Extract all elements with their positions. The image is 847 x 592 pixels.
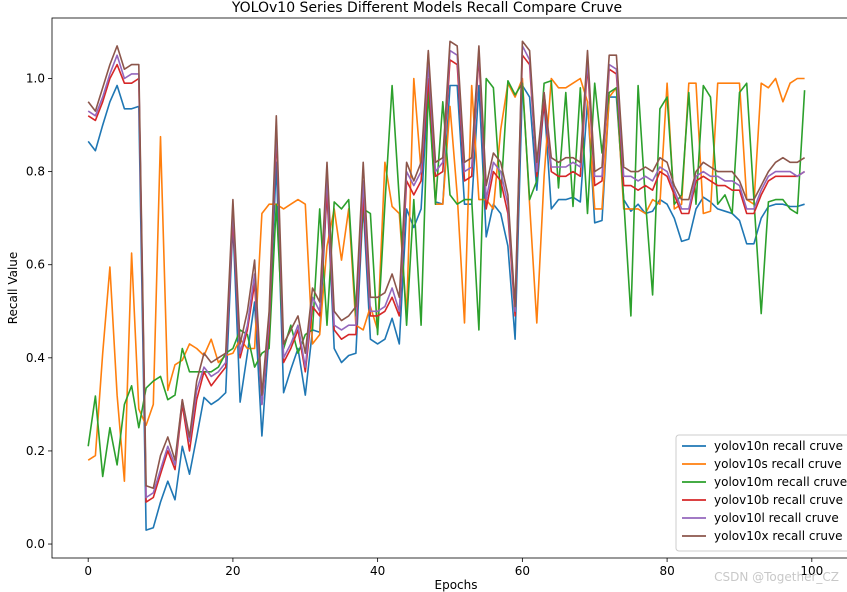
watermark: CSDN @Together_CZ bbox=[714, 570, 839, 584]
y-axis-label: Recall Value bbox=[6, 252, 20, 325]
y-tick-label: 0.0 bbox=[26, 537, 45, 551]
legend-box bbox=[675, 434, 847, 552]
y-tick-label: 0.4 bbox=[26, 351, 45, 365]
y-tick-label: 0.2 bbox=[26, 444, 45, 458]
legend-label-2: yolov10s recall cruve bbox=[714, 457, 842, 471]
x-tick-label: 0 bbox=[84, 564, 92, 578]
x-tick-label: 100 bbox=[800, 564, 823, 578]
legend-label-5: yolov10l recall cruve bbox=[714, 511, 839, 525]
x-tick-label: 80 bbox=[659, 564, 674, 578]
x-tick-label: 20 bbox=[225, 564, 240, 578]
x-tick-label: 60 bbox=[515, 564, 530, 578]
y-tick-label: 0.8 bbox=[26, 165, 45, 179]
legend-label-3: yolov10m recall cruve bbox=[714, 475, 847, 489]
chart-title: YOLOv10 Series Different Models Recall C… bbox=[231, 0, 622, 16]
axes-frame bbox=[51, 17, 847, 559]
legend-label-4: yolov10b recall cruve bbox=[714, 493, 843, 507]
x-axis-label: Epochs bbox=[435, 578, 478, 592]
y-tick-label: 0.6 bbox=[26, 258, 45, 272]
series-line-3 bbox=[87, 77, 806, 478]
legend-label-6: yolov10x recall cruve bbox=[714, 529, 843, 543]
series-line-6 bbox=[87, 40, 806, 490]
x-tick-label: 40 bbox=[370, 564, 385, 578]
legend-label-1: yolov10n recall cruve bbox=[714, 439, 843, 453]
axis-ticks: 0 20 40 60 80 100 0.0 0.2 0.4 0.6 0.8 1.0 bbox=[26, 72, 823, 578]
plot-area bbox=[51, 17, 847, 559]
legend: yolov10n recall cruve yolov10s recall cru… bbox=[675, 434, 847, 552]
y-tick-label: 1.0 bbox=[26, 72, 45, 86]
